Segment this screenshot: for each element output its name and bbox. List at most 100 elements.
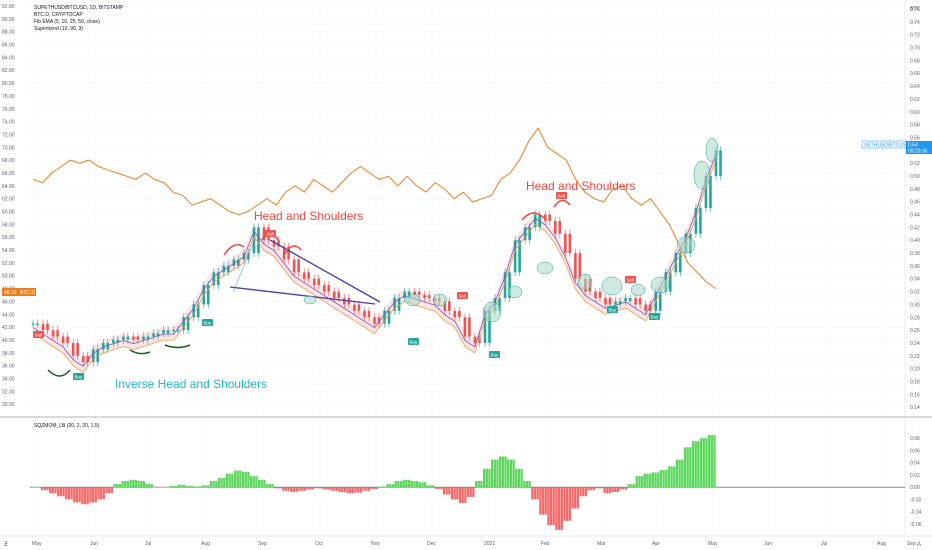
candle-body (387, 310, 391, 324)
momentum-bar (51, 487, 55, 494)
candle-body (333, 291, 336, 298)
momentum-bar (303, 487, 306, 491)
auto-scale-icon[interactable]: A (917, 542, 921, 548)
momentum-bar (217, 477, 221, 488)
momentum-bar (552, 487, 555, 526)
signal-sell-badge (556, 192, 567, 199)
momentum-bar (59, 487, 63, 497)
candle-body (81, 355, 85, 363)
candle-body (66, 336, 69, 343)
candle-body (679, 253, 682, 273)
candle-body (624, 297, 627, 302)
left-tick-label: 34.00 (2, 376, 15, 382)
candle-body (413, 291, 416, 295)
candle-body (257, 227, 260, 254)
momentum-bar (99, 487, 103, 500)
highlight-circle (577, 273, 593, 291)
momentum-bar (533, 487, 537, 500)
momentum-bar (365, 487, 368, 491)
left-tick-label: 70.00 (2, 145, 15, 151)
highlight-circles (303, 137, 719, 323)
momentum-bar (536, 487, 539, 500)
candle-body (126, 336, 130, 340)
momentum-bar (338, 487, 341, 493)
candle-body (488, 310, 491, 343)
momentum-bar (177, 484, 180, 488)
momentum-bar (97, 487, 100, 500)
momentum-bar (699, 438, 703, 488)
signal-buy-label: Buy (204, 321, 213, 326)
momentum-bar (316, 487, 320, 489)
momentum-bar (225, 473, 229, 488)
x-axis: May Jun Jul Aug Sep Oct Nov Dec 2021 Feb Mar Apr May… (32, 541, 916, 547)
momentum-bar (399, 481, 403, 488)
momentum-bar (351, 487, 355, 494)
candle-body (468, 317, 471, 337)
momentum-bar (41, 487, 44, 491)
btc-dominance-line (32, 127, 717, 290)
momentum-bar (145, 484, 148, 488)
x-tick-label: Jul (145, 541, 151, 547)
momentum-bar (319, 487, 322, 489)
tradingview-logo-icon[interactable]: Ƶ (4, 542, 8, 548)
candle-body (553, 220, 557, 234)
candle-body (142, 336, 145, 340)
momentum-tick-label: 0.02 (910, 473, 920, 479)
left-tick-label: 54.00 (2, 248, 15, 254)
momentum-bar (402, 479, 405, 488)
momentum-bar (260, 479, 263, 488)
momentum-bar (266, 484, 269, 488)
momentum-bar (600, 487, 604, 489)
signal-buy-label: Buy (75, 375, 84, 380)
candle-body (709, 175, 712, 209)
signal-sell-badge (33, 331, 44, 338)
candle-body (237, 259, 240, 266)
momentum-bar (300, 487, 304, 491)
momentum-bar (525, 481, 529, 488)
momentum-bar (421, 482, 424, 488)
highlight-circle (650, 276, 670, 294)
momentum-bar (488, 468, 491, 488)
hs2-left-shoulder-arc (521, 212, 545, 221)
momentum-bar (209, 481, 213, 488)
momentum-bar (410, 481, 413, 488)
momentum-bar (394, 481, 397, 488)
momentum-bar (324, 487, 328, 490)
momentum-bar (643, 473, 646, 488)
x-tick-label: Nov (371, 541, 380, 547)
momentum-bar (598, 487, 601, 489)
momentum-bar (308, 487, 312, 490)
momentum-bar (474, 481, 478, 488)
momentum-bar (437, 487, 440, 489)
right-tick-label: 0.40 (910, 238, 920, 244)
momentum-bar (257, 479, 261, 488)
momentum-bar (65, 487, 68, 500)
candle-body (578, 253, 582, 279)
left-price-tag-bg (2, 288, 36, 296)
x-tick-label: Oct (315, 541, 323, 547)
candle-body (343, 297, 346, 305)
trendline-thin (232, 239, 256, 293)
candle-body (714, 150, 718, 176)
momentum-bar (632, 484, 636, 488)
momentum-bar (509, 459, 513, 488)
momentum-bar (627, 484, 630, 488)
candle-body (503, 272, 507, 298)
x-tick-label: Jun (90, 541, 98, 547)
momentum-bar (124, 481, 127, 488)
momentum-bar (614, 487, 617, 493)
momentum-bar (611, 487, 614, 493)
left-tick-label: 72.00 (2, 132, 15, 138)
momentum-bar (657, 472, 660, 488)
ema-line (32, 160, 717, 373)
momentum-bar (520, 468, 523, 488)
candle-body (56, 330, 59, 337)
highlight-circle (405, 293, 421, 307)
highlight-circle (601, 276, 623, 296)
momentum-bar (512, 459, 515, 488)
momentum-bar (499, 456, 502, 488)
momentum-bar (140, 481, 143, 488)
candle-body (604, 297, 607, 305)
legend-symbol: SUPETHUSD/BTCUSD, 1D, BITSTAMP (34, 5, 124, 11)
